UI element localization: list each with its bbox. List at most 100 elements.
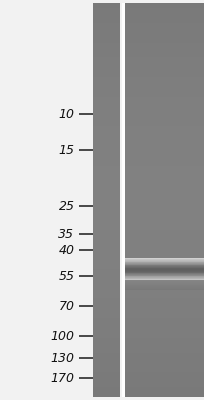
Bar [125, 33, 204, 38]
Bar [125, 283, 204, 284]
Bar [125, 308, 204, 313]
Bar [125, 338, 204, 343]
Bar [125, 358, 204, 362]
Bar [125, 348, 204, 352]
Bar [93, 249, 120, 254]
Bar [125, 62, 204, 67]
Bar [125, 274, 204, 275]
Bar [125, 377, 204, 382]
Bar [125, 273, 204, 274]
Bar [125, 8, 204, 13]
Bar [125, 210, 204, 215]
Bar [125, 161, 204, 166]
Bar [125, 106, 204, 112]
Bar [125, 97, 204, 102]
Bar [93, 126, 120, 131]
Bar [125, 200, 204, 205]
Bar [125, 48, 204, 52]
Bar [125, 352, 204, 358]
Bar [93, 279, 120, 284]
Bar [125, 318, 204, 323]
Bar [93, 303, 120, 308]
Bar [93, 180, 120, 185]
Bar [125, 52, 204, 57]
Bar [125, 362, 204, 367]
Bar [125, 259, 204, 264]
Bar [125, 387, 204, 392]
Bar [93, 387, 120, 392]
Bar [125, 285, 204, 286]
Bar [125, 269, 204, 270]
Bar [125, 303, 204, 308]
Bar [93, 358, 120, 362]
Bar [93, 42, 120, 48]
Bar [125, 126, 204, 131]
Bar [125, 284, 204, 288]
Bar [93, 116, 120, 121]
Bar [125, 116, 204, 121]
Bar [93, 48, 120, 52]
Bar [93, 146, 120, 151]
Bar [93, 38, 120, 42]
Bar [125, 234, 204, 239]
Bar [93, 161, 120, 166]
Text: 100: 100 [50, 330, 74, 342]
Bar [125, 272, 204, 273]
Bar [93, 141, 120, 146]
Bar [125, 282, 204, 283]
Text: 10: 10 [59, 108, 74, 120]
Bar [125, 195, 204, 200]
Bar [125, 263, 204, 264]
Bar [93, 92, 120, 97]
Bar [125, 121, 204, 126]
Bar [125, 151, 204, 156]
Bar [93, 166, 120, 170]
Bar [93, 308, 120, 313]
Text: 130: 130 [50, 352, 74, 364]
Bar [125, 392, 204, 397]
Bar [125, 156, 204, 161]
Bar [125, 112, 204, 116]
Bar [93, 210, 120, 215]
Text: 40: 40 [59, 244, 74, 256]
Bar [93, 106, 120, 112]
Bar [93, 121, 120, 126]
Bar [125, 170, 204, 175]
Bar [93, 190, 120, 195]
Bar [93, 195, 120, 200]
Bar [125, 190, 204, 195]
Bar [125, 267, 204, 268]
Bar [93, 294, 120, 298]
Bar [93, 234, 120, 239]
Bar [93, 102, 120, 106]
Bar [122, 3, 125, 397]
Bar [93, 298, 120, 303]
Bar [125, 372, 204, 377]
Bar [125, 269, 204, 274]
Bar [93, 323, 120, 328]
Bar [125, 275, 204, 276]
Bar [125, 264, 204, 265]
Bar [125, 284, 204, 285]
Bar [93, 97, 120, 102]
Bar [125, 260, 204, 261]
Bar [125, 328, 204, 333]
Bar [125, 281, 204, 282]
Bar [125, 23, 204, 28]
Bar [93, 348, 120, 352]
Bar [125, 382, 204, 387]
Text: 55: 55 [59, 270, 74, 282]
Bar [125, 264, 204, 269]
Bar [125, 175, 204, 180]
Bar [93, 52, 120, 57]
Bar [93, 18, 120, 23]
Bar [125, 67, 204, 72]
Bar [125, 18, 204, 23]
Bar [93, 264, 120, 269]
Text: 170: 170 [50, 372, 74, 384]
Bar [125, 28, 204, 33]
Bar [93, 338, 120, 343]
Bar [93, 151, 120, 156]
Bar [125, 259, 204, 260]
Bar [125, 239, 204, 244]
